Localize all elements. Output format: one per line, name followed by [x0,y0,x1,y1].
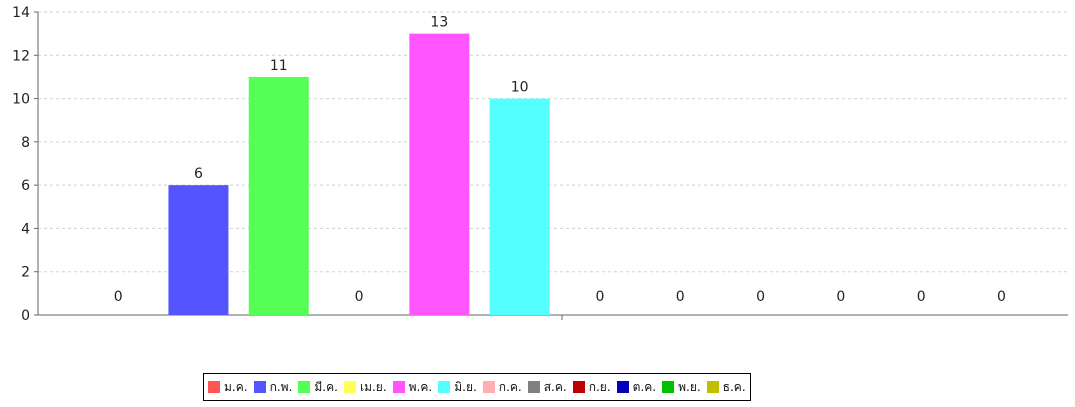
legend-item-2: ก.พ. [253,378,293,397]
legend-swatch [438,381,451,393]
data-label-6: 10 [511,80,529,96]
bar-6 [489,98,550,315]
data-label-8: 0 [676,289,685,305]
legend-label: ก.ค. [498,379,522,394]
y-tick-label: 12 [12,48,30,64]
bar-chart: 0 2 4 6 8 10 12 14 0 6 11 0 13 10 0 0 0 0 0 0 [12,5,1068,324]
data-label-3: 11 [270,58,288,74]
legend-swatch [572,381,585,393]
legend-swatch [706,381,719,393]
legend-label: พ.ค. [408,379,433,394]
legend-item-3: มี.ค. [298,378,338,397]
legend-label: ม.ค. [224,379,248,394]
data-label-12: 0 [997,289,1006,305]
data-label-4: 0 [355,289,364,305]
y-tick-label: 8 [21,135,30,151]
legend-label: มิ.ย. [454,379,477,394]
legend-label: ธ.ค. [722,379,746,394]
legend-label: มี.ค. [314,379,338,394]
data-label-7: 0 [595,289,604,305]
y-tick-label: 10 [12,92,30,108]
bar-2 [168,185,229,315]
data-label-10: 0 [836,289,845,305]
legend: ม.ค. ก.พ. มี.ค. เม.ย. พ.ค. มิ.ย. ก.ค. ส.ค. ก.ย. ต… [203,373,751,401]
data-labels: 0 6 11 0 13 10 0 0 0 0 0 0 [114,15,1006,305]
legend-item-12: ธ.ค. [706,378,746,397]
legend-item-8: ส.ค. [527,378,567,397]
legend-swatch [482,381,495,393]
legend-swatch [392,381,405,393]
legend-swatch [208,381,220,393]
y-tick-label: 0 [21,308,30,324]
grid-lines [38,11,1068,273]
legend-label: ก.ย. [588,379,611,394]
bars [168,33,550,316]
legend-label: พ.ย. [678,379,701,394]
y-tick-label: 4 [21,221,30,237]
legend-item-10: ต.ค. [616,378,657,397]
data-label-9: 0 [756,289,765,305]
legend-swatch [343,381,356,393]
legend-item-1: ม.ค. [208,378,248,397]
bar-5 [409,33,470,316]
data-label-1: 0 [114,289,123,305]
legend-swatch [662,381,675,393]
legend-swatch [298,381,311,393]
y-tick-label: 2 [21,265,30,281]
legend-item-5: พ.ค. [392,378,433,397]
legend-label: ก.พ. [269,379,293,394]
legend-label: ต.ค. [632,379,657,394]
legend-item-4: เม.ย. [343,378,387,397]
legend-swatch [616,381,629,393]
legend-item-7: ก.ค. [482,378,522,397]
legend-item-11: พ.ย. [662,378,701,397]
y-tick-label: 6 [21,178,30,194]
data-label-5: 13 [430,15,448,31]
legend-item-9: ก.ย. [572,378,611,397]
data-label-2: 6 [194,166,203,182]
legend-swatch [253,381,266,393]
legend-item-6: มิ.ย. [438,378,477,397]
legend-swatch [527,381,540,393]
legend-label: เม.ย. [359,379,387,394]
data-label-11: 0 [917,289,926,305]
y-tick-label: 14 [12,5,30,21]
bar-3 [248,76,309,315]
legend-label: ส.ค. [543,379,567,394]
